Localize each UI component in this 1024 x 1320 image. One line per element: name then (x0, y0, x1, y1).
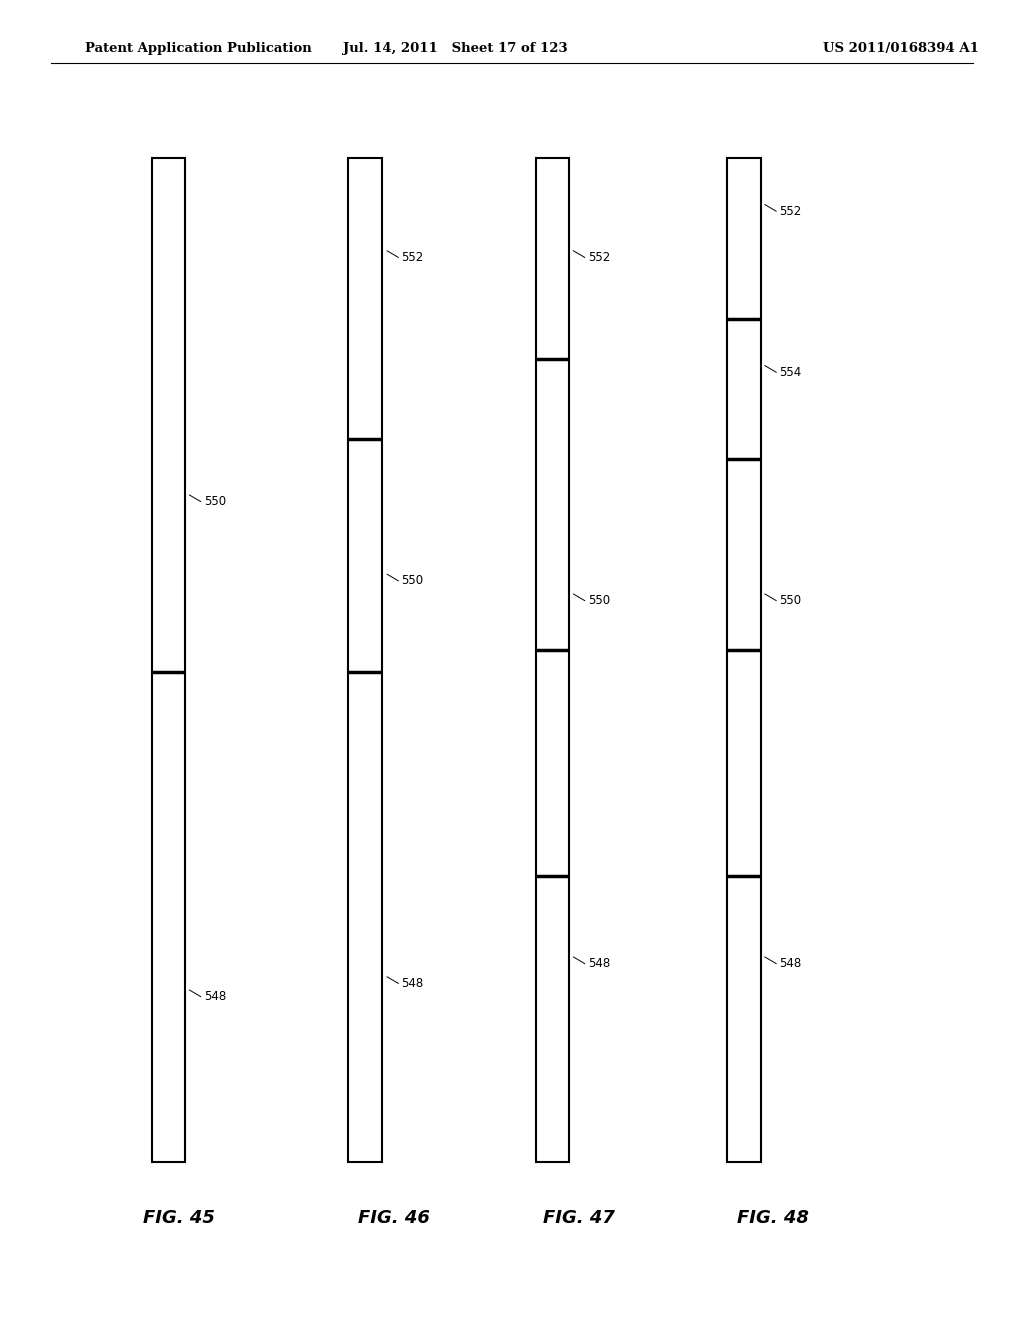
Text: 552: 552 (588, 251, 610, 264)
Text: FIG. 46: FIG. 46 (358, 1209, 430, 1228)
Text: 548: 548 (401, 977, 424, 990)
Text: Patent Application Publication: Patent Application Publication (85, 42, 311, 55)
Text: 550: 550 (204, 495, 226, 508)
Bar (536, 158, 569, 1162)
Text: FIG. 48: FIG. 48 (737, 1209, 809, 1228)
Text: Jul. 14, 2011   Sheet 17 of 123: Jul. 14, 2011 Sheet 17 of 123 (343, 42, 568, 55)
Bar (152, 158, 185, 1162)
Text: 550: 550 (779, 594, 802, 607)
Text: 548: 548 (204, 990, 226, 1003)
Text: US 2011/0168394 A1: US 2011/0168394 A1 (823, 42, 979, 55)
Text: 550: 550 (401, 574, 424, 587)
Text: FIG. 47: FIG. 47 (543, 1209, 614, 1228)
Text: 548: 548 (779, 957, 802, 970)
Text: 554: 554 (779, 366, 802, 379)
Bar (727, 158, 761, 1162)
Text: 552: 552 (779, 205, 802, 218)
Text: 552: 552 (401, 251, 424, 264)
Text: 550: 550 (588, 594, 610, 607)
Text: FIG. 45: FIG. 45 (143, 1209, 215, 1228)
Bar (348, 158, 382, 1162)
Text: 548: 548 (588, 957, 610, 970)
